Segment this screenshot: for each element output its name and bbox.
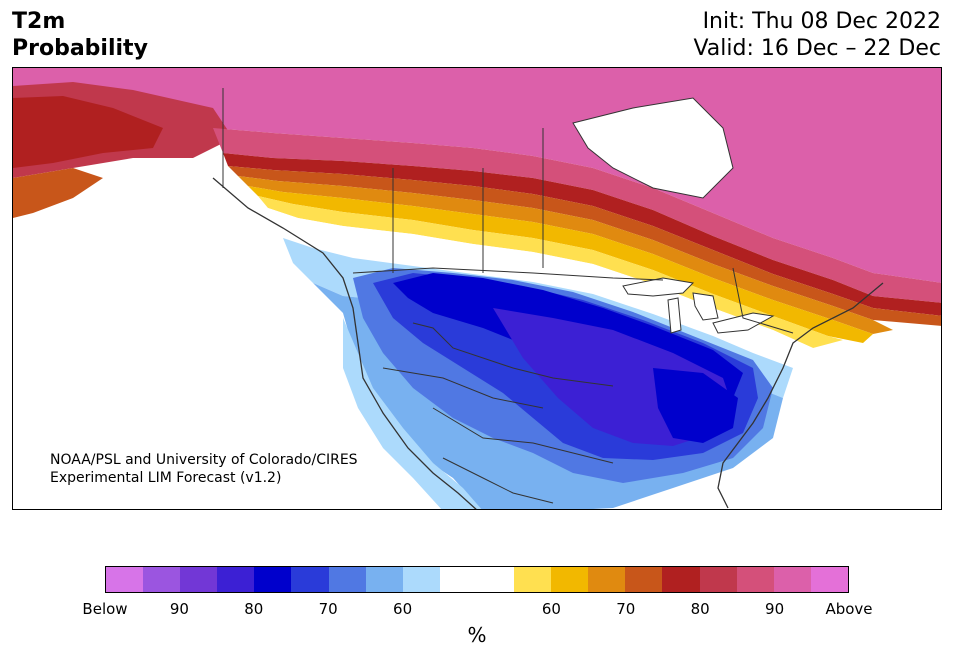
- colorbar-segment: [625, 567, 663, 592]
- pacific-coastline: [212, 177, 477, 509]
- forecast-dates: Init: Thu 08 Dec 2022 Valid: 16 Dec – 22…: [693, 8, 941, 62]
- colorbar-tick-label: 70: [616, 600, 636, 618]
- atlantic-coastline: [717, 282, 884, 509]
- map-title: T2m Probability: [12, 8, 148, 62]
- region-above-band-60: [248, 186, 873, 343]
- region-near-normal: [268, 208, 813, 368]
- valid-range: Valid: 16 Dec – 22 Dec: [693, 36, 941, 61]
- lake-michigan: [667, 297, 682, 334]
- credit-line-1: NOAA/PSL and University of Colorado/CIRE…: [50, 452, 358, 468]
- colorbar-segment: [402, 567, 440, 592]
- colorbar-segment: [699, 567, 737, 592]
- colorbar-tick-label: Below: [82, 600, 128, 618]
- colorbar: [105, 566, 849, 593]
- colorbar-segment: [810, 567, 848, 592]
- title-line-1: T2m: [12, 9, 66, 34]
- colorbar-segment: [439, 567, 477, 592]
- colorbar-segment: [365, 567, 403, 592]
- title-line-2: Probability: [12, 36, 148, 61]
- region-above-band-90: [213, 128, 941, 303]
- colorbar-segment: [514, 567, 552, 592]
- colorbar-segment: [180, 567, 218, 592]
- colorbar-tick-label: 60: [541, 600, 561, 618]
- colorbar-segment: [588, 567, 626, 592]
- region-above-band-65: [238, 176, 893, 334]
- colorbar-segment: [773, 567, 811, 592]
- region-above-band-80: [223, 153, 941, 316]
- colorbar-tick-label: 90: [765, 600, 785, 618]
- map-credit: NOAA/PSL and University of Colorado/CIRE…: [50, 451, 358, 487]
- great-lakes: [622, 277, 775, 334]
- political-borders: [222, 88, 794, 504]
- probability-map: [13, 68, 941, 509]
- colorbar-tick-label: 70: [318, 600, 338, 618]
- lake-huron: [692, 292, 719, 321]
- region-below-pacific: [343, 318, 482, 509]
- credit-line-2: Experimental LIM Forecast (v1.2): [50, 470, 282, 486]
- lake-superior: [622, 277, 695, 297]
- colorbar-segment: [106, 567, 144, 592]
- init-date: Init: Thu 08 Dec 2022: [702, 9, 941, 34]
- colorbar-unit: %: [467, 623, 487, 647]
- colorbar-segment: [254, 567, 292, 592]
- hudson-bay: [572, 97, 734, 199]
- colorbar-segment: [476, 567, 515, 592]
- region-above-band-70: [228, 166, 941, 326]
- colorbar-segment: [328, 567, 366, 592]
- colorbar-segment: [217, 567, 255, 592]
- colorbar-segment: [291, 567, 329, 592]
- colorbar-segment: [662, 567, 700, 592]
- colorbar-segment: [551, 567, 589, 592]
- map-panel: NOAA/PSL and University of Colorado/CIRE…: [12, 67, 942, 510]
- colorbar-segment: [736, 567, 774, 592]
- colorbar-tick-label: 90: [169, 600, 189, 618]
- colorbar-tick-label: 60: [393, 600, 413, 618]
- colorbar-segment: [143, 567, 181, 592]
- region-above-band-55: [258, 196, 843, 348]
- region-below-90: [653, 368, 738, 443]
- colorbar-tick-label: Above: [825, 600, 873, 618]
- colorbar-tick-label: 80: [244, 600, 264, 618]
- region-above-80-alaska-core: [13, 96, 163, 168]
- region-above-70-alaska-south: [13, 168, 103, 218]
- colorbar-tick-label: 80: [690, 600, 710, 618]
